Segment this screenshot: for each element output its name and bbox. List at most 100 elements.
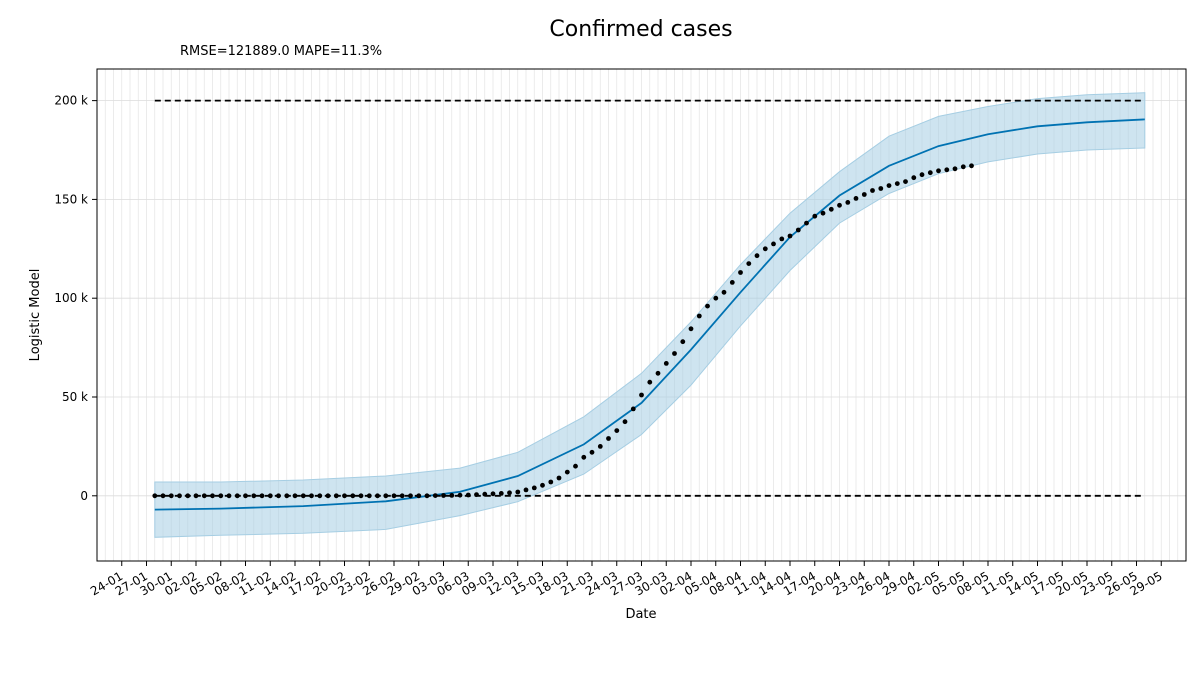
data-point [738,270,743,275]
data-point [300,493,306,499]
data-point [787,233,793,239]
chart-title: Confirmed cases [549,17,732,42]
data-point [342,493,347,499]
uncertainty-band [154,92,1146,538]
data-point [416,493,422,499]
data-point [573,463,578,469]
data-point [853,196,859,201]
data-point [655,370,661,376]
data-point [870,188,875,193]
data-point [193,493,199,499]
data-point [952,166,958,172]
data-point [276,493,281,499]
data-point [358,493,364,499]
data-point [383,493,389,499]
data-point [630,406,636,412]
data-point [771,241,776,247]
data-point [672,351,677,356]
data-point [531,485,537,491]
confidence-band [154,92,1146,538]
data-points [152,163,974,499]
data-point [350,493,356,499]
data-point [399,493,405,499]
data-point [622,419,628,425]
data-point [251,493,257,499]
y-tick-label: 100 k [54,291,88,305]
data-point [688,326,694,332]
data-point [325,493,331,499]
data-point [243,493,248,499]
data-point [828,206,834,212]
data-point [680,339,686,345]
data-point [878,186,884,191]
data-point [721,289,727,295]
data-point [639,392,644,398]
data-point [754,253,760,259]
data-point [597,444,603,449]
data-point [820,210,826,216]
data-point [267,493,273,499]
data-point [515,489,521,495]
data-point [919,172,925,178]
data-point [936,168,941,174]
data-point [779,236,785,242]
data-point [201,493,207,499]
data-point [507,490,512,496]
data-point [606,436,611,441]
data-point [490,491,496,497]
data-point [441,493,446,498]
data-point [713,295,719,301]
data-point [160,493,166,499]
data-point [804,220,809,226]
data-point [234,493,240,499]
data-point [465,492,471,498]
data-point [540,482,545,488]
data-point [886,183,892,189]
y-ticks: 0 50 k 100 k 150 k 200 k [54,94,97,503]
data-point [424,493,430,499]
data-point [960,164,966,170]
data-point [845,200,851,205]
data-point [366,493,372,499]
x-axis-label: Date [625,607,656,622]
model-fit-line [154,118,1145,511]
data-point [226,493,232,499]
data-point [152,493,158,499]
data-point [548,479,554,485]
data-point [284,493,290,499]
data-point [581,454,587,460]
data-point [911,175,917,181]
data-point [556,475,562,481]
y-axis-label: Logistic Model [28,269,43,362]
data-point [614,428,620,433]
data-point [218,493,224,499]
metrics-annotation: RMSE=121889.0 MAPE=11.3% [180,44,382,59]
data-point [894,181,900,187]
data-point [333,493,339,499]
data-point [589,449,595,455]
data-point [944,167,950,173]
data-point [647,379,653,385]
y-tick-label: 200 k [54,94,88,108]
data-point [474,492,479,497]
data-point [812,213,818,219]
data-point [927,170,933,176]
data-point [185,493,191,499]
data-point [375,493,380,499]
data-point [168,493,174,499]
data-point [259,493,265,499]
data-point [482,491,488,497]
data-point [523,487,529,493]
data-point [696,313,702,319]
data-point [861,192,867,197]
data-point [177,493,182,499]
data-point [903,179,908,185]
data-point [663,361,669,366]
data-point [309,493,314,499]
data-point [762,246,768,252]
y-tick-label: 150 k [54,192,88,206]
data-point [564,469,570,475]
data-point [705,303,710,309]
data-point [746,261,752,266]
data-point [969,163,974,169]
